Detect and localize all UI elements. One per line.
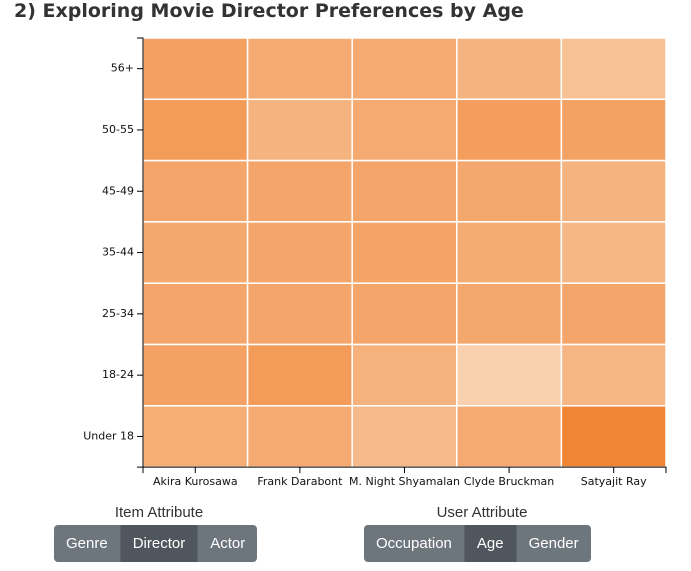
heatmap-chart: 56+ 50-55 45-49 35-44 25-34 18-24 Under 18 Aki… (83, 37, 667, 488)
y-tick-label: 56+ (111, 62, 134, 75)
item-director-button[interactable]: Director (119, 525, 198, 562)
heatmap-cell[interactable] (142, 98, 249, 162)
heatmap-cell[interactable] (456, 343, 563, 407)
heatmap-cell[interactable] (246, 98, 353, 162)
x-tick-label: Clyde Bruckman (464, 475, 554, 488)
heatmap-cell[interactable] (351, 405, 458, 468)
y-axis: 56+ 50-55 45-49 35-44 25-34 18-24 Under 18 (83, 37, 144, 468)
user-occupation-button[interactable]: Occupation (364, 525, 464, 562)
heatmap-cell[interactable] (456, 159, 563, 223)
y-tick-label: Under 18 (83, 429, 134, 442)
heatmap-cell[interactable] (560, 37, 667, 101)
x-tick-label: M. Night Shyamalan (349, 475, 460, 488)
user-attribute-button-group: Occupation Age Gender (364, 525, 591, 562)
page-title: 2) Exploring Movie Director Preferences … (14, 0, 524, 22)
heatmap-cell[interactable] (351, 343, 458, 407)
y-tick-label: 25-34 (102, 307, 134, 320)
x-tick-label: Satyajit Ray (581, 475, 647, 488)
heatmap-cell[interactable] (246, 405, 353, 468)
heatmap-cell[interactable] (560, 159, 667, 223)
heatmap-cell[interactable] (456, 405, 563, 468)
heatmap-cell[interactable] (351, 159, 458, 223)
heatmap-cell[interactable] (560, 282, 667, 346)
heatmap-cell[interactable] (560, 98, 667, 162)
heatmap-cell[interactable] (246, 159, 353, 223)
y-tick-label: 35-44 (102, 246, 134, 259)
y-tick-label: 18-24 (102, 368, 134, 381)
heatmap-cell[interactable] (560, 221, 667, 284)
heatmap-cell[interactable] (351, 282, 458, 346)
heatmap-cell[interactable] (142, 37, 249, 101)
heatmap-cell[interactable] (456, 221, 563, 284)
heatmap-cell[interactable] (142, 405, 249, 468)
x-axis: Akira Kurosawa Frank Darabont M. Night Shy… (142, 466, 667, 488)
item-actor-button[interactable]: Actor (197, 525, 258, 562)
heatmap-cell[interactable] (456, 98, 563, 162)
heatmap-cell[interactable] (246, 282, 353, 346)
heatmap-cell[interactable] (351, 221, 458, 284)
heatmap-cell[interactable] (560, 405, 667, 468)
heatmap-cell[interactable] (351, 98, 458, 162)
item-genre-button[interactable]: Genre (54, 525, 120, 562)
x-tick-label: Frank Darabont (257, 475, 343, 488)
heatmap-cell[interactable] (246, 37, 353, 101)
item-attribute-label: Item Attribute (114, 504, 204, 521)
heatmap-cell[interactable] (246, 221, 353, 284)
user-attribute-label: User Attribute (436, 504, 528, 521)
item-attribute-button-group: Genre Director Actor (54, 525, 258, 562)
user-age-button[interactable]: Age (463, 525, 516, 562)
heatmap-cells (142, 37, 667, 468)
x-tick-label: Akira Kurosawa (153, 475, 238, 488)
heatmap-cell[interactable] (246, 343, 353, 407)
y-tick-label: 50-55 (102, 123, 134, 136)
heatmap-cell[interactable] (142, 343, 249, 407)
heatmap-cell[interactable] (142, 221, 249, 284)
heatmap-cell[interactable] (351, 37, 458, 101)
heatmap-cell[interactable] (560, 343, 667, 407)
heatmap-cell[interactable] (456, 282, 563, 346)
heatmap-cell[interactable] (142, 159, 249, 223)
heatmap-cell[interactable] (142, 282, 249, 346)
user-gender-button[interactable]: Gender (515, 525, 591, 562)
y-tick-label: 45-49 (102, 184, 134, 197)
heatmap-cell[interactable] (456, 37, 563, 101)
